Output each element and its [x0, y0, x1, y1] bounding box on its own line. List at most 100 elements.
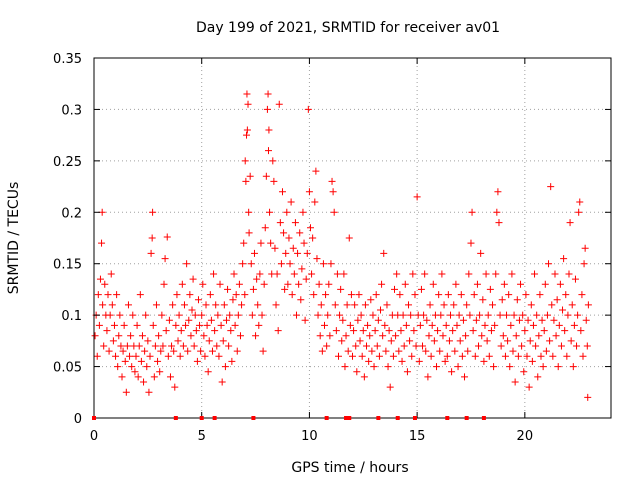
data-point	[575, 208, 583, 216]
data-point	[183, 260, 191, 268]
data-point	[246, 172, 254, 180]
zero-marker	[199, 416, 204, 420]
data-point	[347, 291, 355, 299]
data-point	[574, 311, 582, 319]
data-point	[434, 327, 442, 335]
data-point	[427, 352, 435, 360]
data-point	[109, 337, 117, 345]
data-point	[371, 327, 379, 335]
data-point	[281, 285, 289, 293]
data-point	[354, 316, 362, 324]
data-point	[368, 347, 376, 355]
data-point	[416, 321, 424, 329]
data-point	[423, 316, 431, 324]
data-point	[142, 311, 150, 319]
data-point	[513, 296, 521, 304]
data-point	[557, 342, 565, 350]
data-point	[424, 373, 432, 381]
x-axis-label: GPS time / hours	[291, 460, 408, 476]
data-point	[283, 208, 291, 216]
data-point	[221, 363, 229, 371]
data-point	[319, 260, 327, 268]
data-point	[426, 301, 434, 309]
data-point	[215, 352, 223, 360]
data-point	[498, 296, 506, 304]
zero-marker	[344, 416, 349, 420]
data-point	[218, 378, 226, 386]
data-point	[555, 321, 563, 329]
data-point	[469, 327, 477, 335]
data-point	[272, 301, 280, 309]
data-point	[113, 291, 121, 299]
data-point	[200, 332, 208, 340]
data-point	[99, 301, 107, 309]
zero-marker	[395, 416, 400, 420]
data-point	[313, 255, 321, 263]
zero-marker	[445, 416, 450, 420]
data-point	[515, 316, 523, 324]
data-point	[349, 352, 356, 360]
zero-marker	[481, 416, 486, 420]
data-point	[567, 337, 575, 345]
data-point	[369, 311, 377, 319]
data-point	[361, 301, 369, 309]
data-point	[204, 368, 212, 376]
data-point	[302, 275, 310, 283]
data-point	[201, 352, 209, 360]
data-point	[172, 321, 180, 329]
data-point	[306, 224, 314, 232]
data-point	[287, 198, 295, 206]
data-point	[267, 239, 275, 247]
data-point	[327, 260, 335, 268]
data-point	[393, 270, 401, 278]
data-point	[161, 255, 169, 263]
data-point	[194, 296, 202, 304]
data-point	[486, 285, 494, 293]
data-point	[243, 131, 251, 139]
data-point	[429, 280, 437, 288]
data-point	[262, 172, 270, 180]
data-point	[357, 311, 365, 319]
data-point	[333, 270, 341, 278]
data-point	[570, 321, 578, 329]
data-point	[462, 332, 470, 340]
data-point	[547, 183, 555, 191]
data-point	[428, 321, 436, 329]
data-point	[144, 337, 152, 345]
data-point	[273, 270, 281, 278]
data-point	[156, 368, 164, 376]
data-point	[375, 352, 383, 360]
data-point	[233, 347, 241, 355]
data-point	[298, 265, 306, 273]
data-point	[525, 383, 533, 391]
data-point	[471, 352, 479, 360]
data-point	[205, 337, 213, 345]
data-point	[495, 219, 503, 227]
data-point	[580, 260, 588, 268]
data-point	[435, 291, 443, 299]
data-point	[150, 373, 158, 381]
data-point	[295, 280, 303, 288]
data-point	[211, 327, 219, 335]
data-point	[538, 316, 546, 324]
data-point	[247, 260, 255, 268]
data-point	[228, 357, 236, 365]
data-point	[291, 219, 299, 227]
data-point	[413, 193, 421, 201]
data-point	[203, 321, 211, 329]
data-point	[356, 337, 364, 345]
data-point	[573, 342, 581, 350]
data-point	[459, 316, 467, 324]
data-point	[138, 332, 146, 340]
data-point	[385, 327, 393, 335]
data-point	[314, 311, 322, 319]
data-point	[300, 239, 308, 247]
data-point	[578, 291, 586, 299]
data-point	[259, 347, 267, 355]
data-point	[232, 291, 240, 299]
data-point	[238, 301, 246, 309]
x-tick-label: 10	[301, 429, 318, 444]
data-point	[229, 296, 237, 304]
data-point	[234, 311, 242, 319]
data-point	[532, 342, 540, 350]
